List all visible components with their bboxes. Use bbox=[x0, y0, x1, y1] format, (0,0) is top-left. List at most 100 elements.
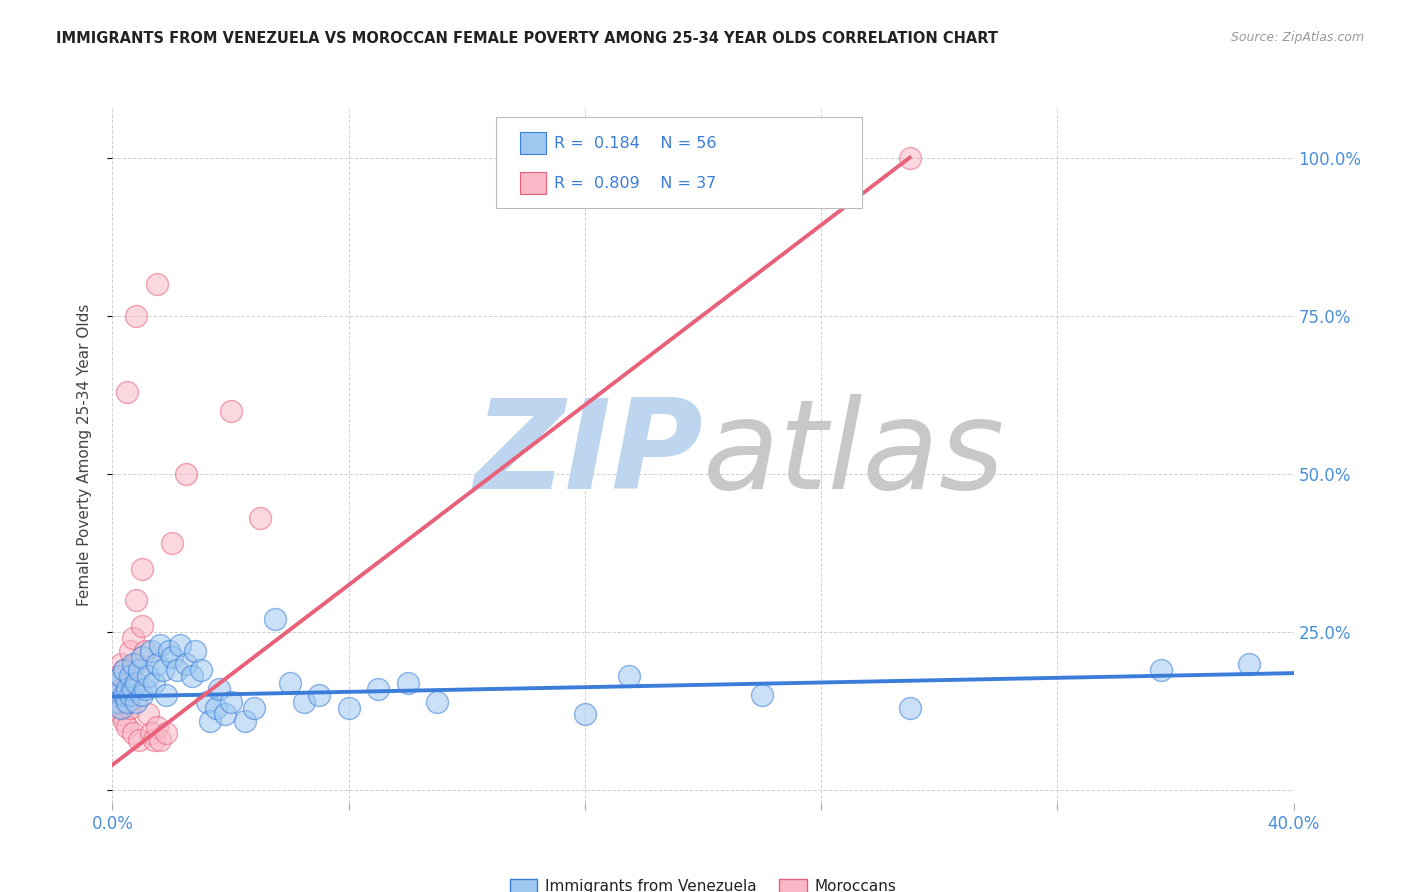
Point bbox=[128, 663, 150, 677]
Point bbox=[149, 732, 172, 747]
Point bbox=[1150, 663, 1173, 677]
Text: IMMIGRANTS FROM VENEZUELA VS MOROCCAN FEMALE POVERTY AMONG 25-34 YEAR OLDS CORRE: IMMIGRANTS FROM VENEZUELA VS MOROCCAN FE… bbox=[56, 31, 998, 46]
Point bbox=[219, 403, 242, 417]
Point bbox=[751, 688, 773, 702]
Point bbox=[898, 701, 921, 715]
Point bbox=[190, 663, 212, 677]
Text: R =  0.184    N = 56: R = 0.184 N = 56 bbox=[554, 136, 717, 151]
Point bbox=[122, 657, 145, 671]
Point bbox=[125, 695, 148, 709]
Point bbox=[195, 695, 218, 709]
Point bbox=[117, 675, 138, 690]
Point bbox=[131, 650, 153, 665]
Point bbox=[181, 669, 204, 683]
Point bbox=[142, 675, 165, 690]
Point bbox=[396, 675, 419, 690]
Point bbox=[122, 726, 145, 740]
Point bbox=[112, 688, 135, 702]
Point bbox=[125, 657, 148, 671]
Point bbox=[367, 681, 389, 696]
Point bbox=[120, 644, 142, 658]
Point bbox=[117, 720, 138, 734]
Point bbox=[155, 688, 177, 702]
Point bbox=[149, 638, 172, 652]
Point bbox=[208, 681, 231, 696]
Point bbox=[117, 695, 138, 709]
Point bbox=[104, 688, 127, 702]
Point bbox=[112, 714, 135, 728]
Point bbox=[131, 562, 153, 576]
Point bbox=[146, 720, 169, 734]
Point bbox=[214, 707, 236, 722]
Point bbox=[337, 701, 360, 715]
Point bbox=[174, 467, 197, 481]
Point bbox=[110, 669, 132, 683]
Point bbox=[125, 675, 148, 690]
Point bbox=[117, 695, 138, 709]
Point bbox=[157, 644, 180, 658]
Point bbox=[142, 732, 165, 747]
Point bbox=[292, 695, 315, 709]
Point bbox=[160, 650, 183, 665]
Text: atlas: atlas bbox=[703, 394, 1005, 516]
Point bbox=[205, 701, 228, 715]
Legend: Immigrants from Venezuela, Moroccans: Immigrants from Venezuela, Moroccans bbox=[503, 873, 903, 892]
Text: Source: ZipAtlas.com: Source: ZipAtlas.com bbox=[1230, 31, 1364, 45]
Point bbox=[131, 618, 153, 632]
Point bbox=[219, 695, 242, 709]
Point bbox=[426, 695, 449, 709]
Point bbox=[160, 536, 183, 550]
Point bbox=[112, 688, 135, 702]
Point bbox=[233, 714, 256, 728]
Point bbox=[243, 701, 266, 715]
Point bbox=[112, 663, 135, 677]
Point bbox=[107, 669, 129, 683]
Point bbox=[110, 707, 132, 722]
Text: R =  0.809    N = 37: R = 0.809 N = 37 bbox=[554, 176, 717, 191]
Point bbox=[174, 657, 197, 671]
Point bbox=[107, 695, 129, 709]
Bar bbox=[520, 132, 546, 154]
Point bbox=[146, 657, 169, 671]
Point bbox=[166, 663, 188, 677]
Point bbox=[136, 707, 159, 722]
Point bbox=[898, 151, 921, 165]
Text: ZIP: ZIP bbox=[474, 394, 703, 516]
Point bbox=[125, 593, 148, 607]
Point bbox=[264, 612, 287, 626]
Point bbox=[249, 511, 271, 525]
Point bbox=[134, 681, 156, 696]
Point bbox=[152, 663, 174, 677]
Point bbox=[1239, 657, 1261, 671]
Point bbox=[574, 707, 596, 722]
Point bbox=[117, 384, 138, 399]
Point bbox=[619, 669, 641, 683]
Point bbox=[112, 663, 135, 677]
Point bbox=[110, 657, 132, 671]
Point bbox=[122, 632, 145, 646]
Point bbox=[131, 688, 153, 702]
Y-axis label: Female Poverty Among 25-34 Year Olds: Female Poverty Among 25-34 Year Olds bbox=[77, 304, 91, 606]
Point bbox=[184, 644, 207, 658]
Point bbox=[155, 726, 177, 740]
Point bbox=[146, 277, 169, 292]
Point bbox=[128, 732, 150, 747]
Point bbox=[136, 669, 159, 683]
Point bbox=[107, 695, 129, 709]
Point bbox=[107, 675, 129, 690]
Point bbox=[198, 714, 221, 728]
Point bbox=[120, 701, 142, 715]
Point bbox=[122, 681, 145, 696]
Point bbox=[117, 681, 138, 696]
Point bbox=[308, 688, 330, 702]
Point bbox=[169, 638, 191, 652]
Point bbox=[107, 701, 129, 715]
Point bbox=[120, 688, 142, 702]
Point bbox=[139, 726, 162, 740]
Point bbox=[134, 644, 156, 658]
Point bbox=[120, 669, 142, 683]
Point bbox=[110, 681, 132, 696]
Point bbox=[278, 675, 301, 690]
Point bbox=[104, 688, 127, 702]
FancyBboxPatch shape bbox=[496, 118, 862, 208]
